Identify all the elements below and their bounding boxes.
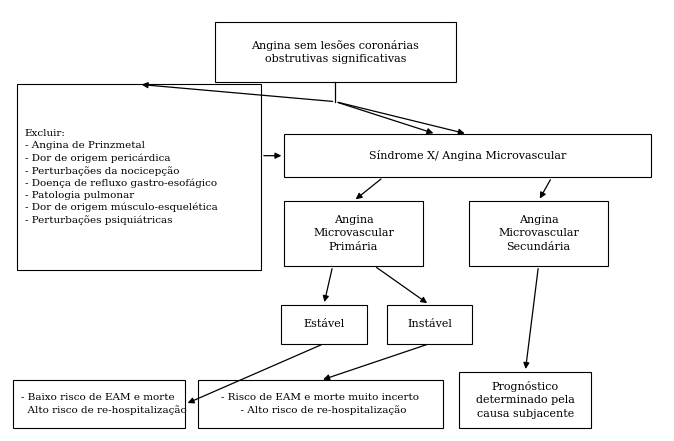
FancyBboxPatch shape	[281, 305, 367, 344]
Text: Excluir:
- Angina de Prinzmetal
- Dor de origem pericárdica
- Perturbações da no: Excluir: - Angina de Prinzmetal - Dor de…	[24, 129, 217, 225]
Text: Síndrome X/ Angina Microvascular: Síndrome X/ Angina Microvascular	[369, 150, 566, 161]
Text: Angina
Microvascular
Secundária: Angina Microvascular Secundária	[498, 215, 579, 252]
FancyBboxPatch shape	[387, 305, 472, 344]
FancyBboxPatch shape	[198, 381, 443, 428]
FancyBboxPatch shape	[215, 22, 456, 82]
FancyBboxPatch shape	[13, 381, 185, 428]
Text: Angina
Microvascular
Primária: Angina Microvascular Primária	[313, 215, 394, 252]
FancyBboxPatch shape	[284, 134, 651, 177]
Text: Prognóstico
determinado pela
causa subjacente: Prognóstico determinado pela causa subja…	[476, 381, 575, 419]
FancyBboxPatch shape	[459, 372, 591, 428]
Text: Angina sem lesões coronárias
obstrutivas significativas: Angina sem lesões coronárias obstrutivas…	[251, 40, 419, 64]
Text: Instável: Instável	[407, 319, 452, 329]
FancyBboxPatch shape	[284, 201, 423, 266]
FancyBboxPatch shape	[469, 201, 608, 266]
Text: - Risco de EAM e morte muito incerto
  - Alto risco de re-hospitalização: - Risco de EAM e morte muito incerto - A…	[222, 393, 419, 415]
Text: - Baixo risco de EAM e morte
  Alto risco de re-hospitalização: - Baixo risco de EAM e morte Alto risco …	[22, 393, 187, 415]
Text: Estável: Estável	[303, 319, 344, 329]
FancyBboxPatch shape	[17, 84, 261, 270]
